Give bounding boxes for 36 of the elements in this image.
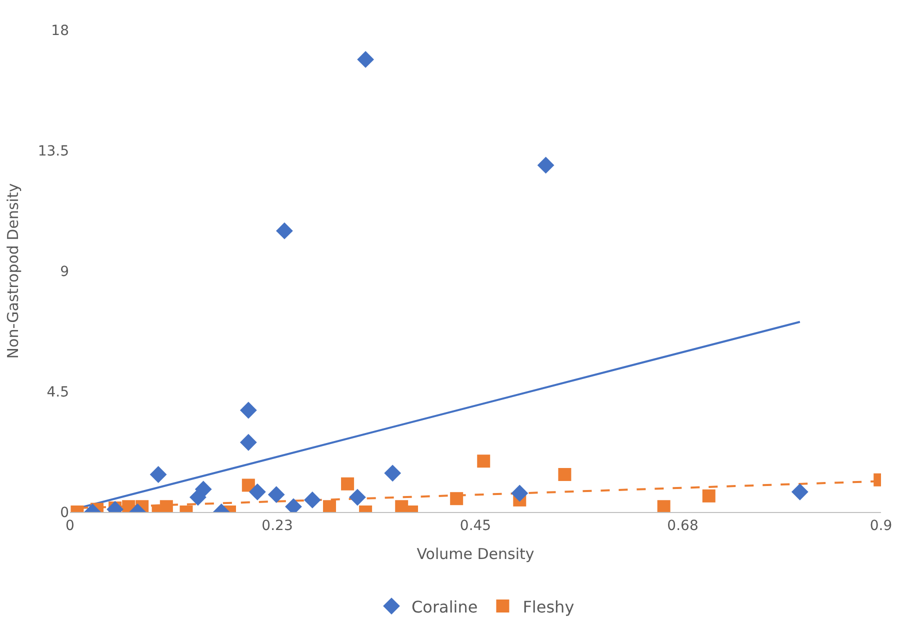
point [304, 492, 321, 508]
y-tick-label: 18 [51, 22, 69, 39]
y-tick-label: 9 [60, 264, 69, 280]
point [349, 488, 366, 506]
point [194, 480, 212, 498]
y-axis-title: Non-Gastropod Density [4, 183, 22, 359]
x-tick-label: 0.68 [667, 518, 698, 534]
point [511, 484, 528, 502]
point [791, 483, 808, 500]
point [357, 51, 374, 68]
point [341, 477, 354, 490]
x-tick-label: 0.9 [870, 518, 892, 534]
x-tick-label: 0.23 [262, 518, 293, 534]
point [160, 500, 173, 512]
y-tick-label: 0 [60, 504, 69, 521]
y-tick-label: 13.5 [38, 143, 69, 160]
point [384, 464, 402, 482]
point [248, 483, 266, 500]
point [450, 492, 464, 506]
point [242, 478, 255, 492]
x-axis-title: Volume Density [416, 544, 534, 563]
point [268, 486, 285, 504]
legend-label: Coraline [412, 597, 478, 616]
point [240, 402, 257, 419]
point [657, 500, 670, 512]
point [323, 500, 336, 512]
point [150, 466, 167, 483]
x-tick-label: 0.45 [460, 518, 492, 534]
point [537, 156, 554, 174]
y-tick-label: 4.5 [46, 384, 69, 400]
point [240, 434, 257, 451]
point [477, 454, 490, 468]
point [276, 222, 293, 240]
point [702, 489, 716, 502]
point [558, 468, 572, 482]
legend-label: Fleshy [522, 597, 574, 616]
